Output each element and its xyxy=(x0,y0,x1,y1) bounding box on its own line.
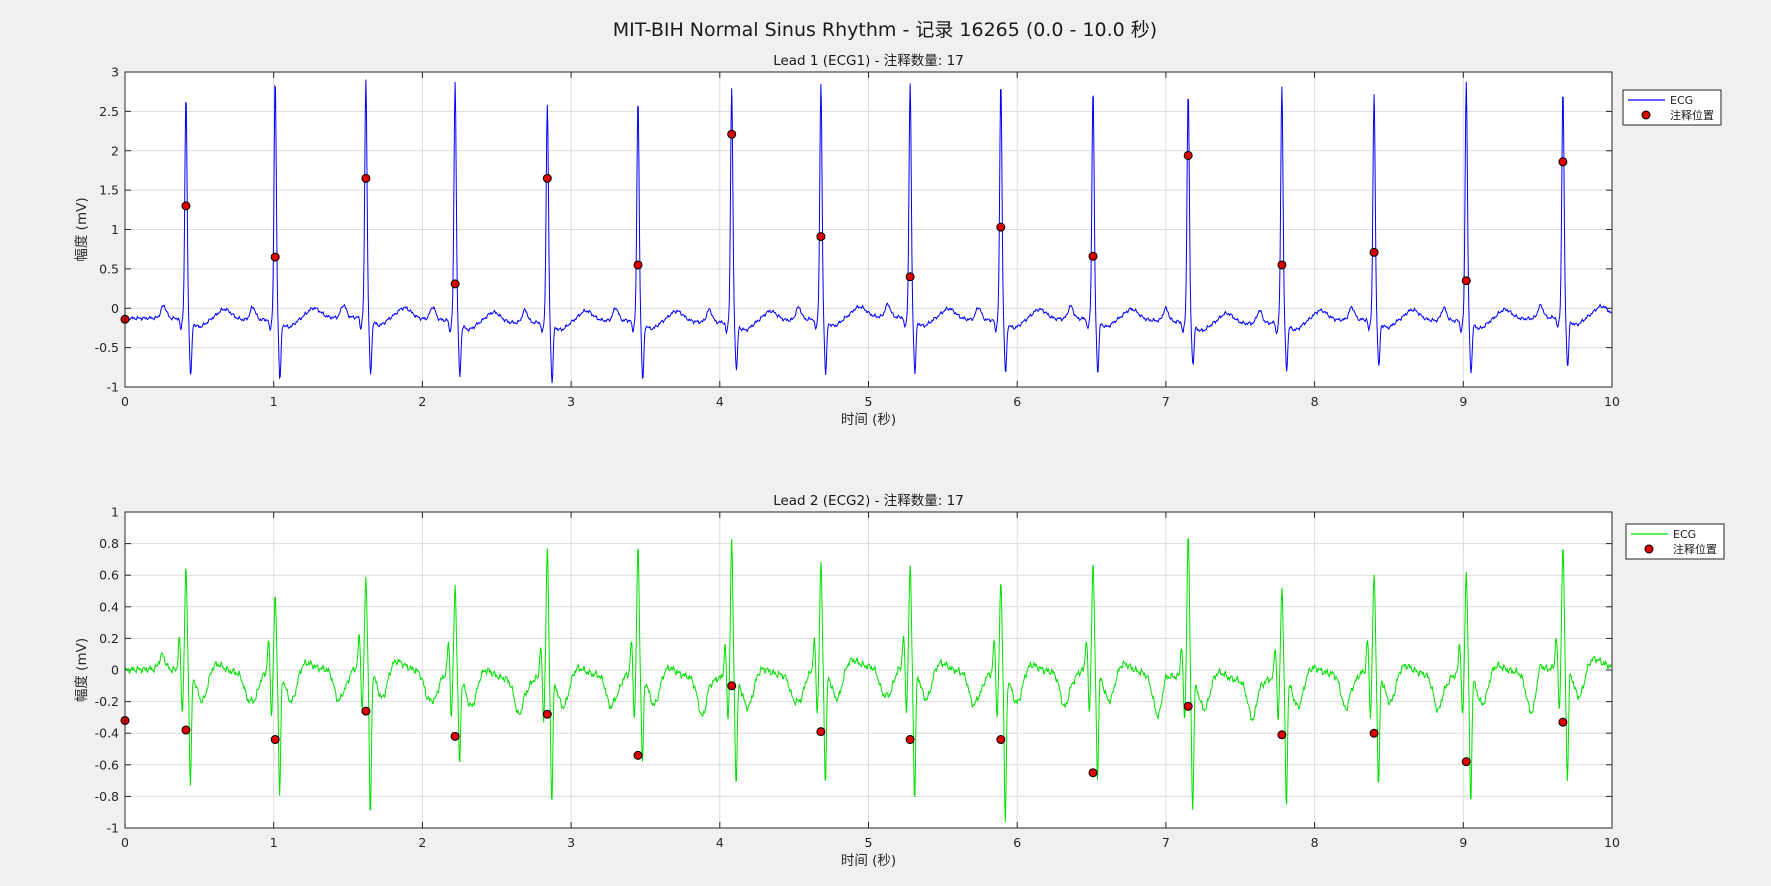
x-tick-label: 7 xyxy=(1162,835,1170,850)
x-tick-label: 3 xyxy=(567,394,575,409)
annotation-marker xyxy=(1277,730,1287,740)
annotation-marker xyxy=(905,735,915,745)
annotation-marker xyxy=(450,279,460,289)
legend-box xyxy=(1625,523,1725,560)
x-tick-label: 9 xyxy=(1459,394,1467,409)
annotation-marker xyxy=(542,709,552,719)
annotation-marker xyxy=(633,260,643,270)
annotation-marker xyxy=(1183,150,1193,160)
ecg-series-line xyxy=(124,79,1613,384)
panel-title: Lead 1 (ECG1) - 注释数量: 17 xyxy=(773,53,964,69)
annotation-marker xyxy=(1558,717,1568,727)
annotation-marker xyxy=(1461,276,1471,286)
x-tick-label: 10 xyxy=(1604,835,1620,850)
annotation-marker xyxy=(1183,701,1193,711)
legend-box xyxy=(1622,89,1722,126)
annotation-marker xyxy=(996,222,1006,232)
y-tick-label: -0.8 xyxy=(95,789,119,804)
x-tick-label: 4 xyxy=(716,835,724,850)
y-tick-label: 0.8 xyxy=(99,536,119,551)
x-tick-label: 6 xyxy=(1013,394,1021,409)
y-tick-label: 0.6 xyxy=(99,568,119,583)
annotation-marker xyxy=(450,731,460,741)
annotation-marker xyxy=(542,173,552,183)
y-tick-label: 0.2 xyxy=(99,631,119,646)
annotation-marker xyxy=(816,727,826,737)
annotation-marker xyxy=(1461,757,1471,767)
y-axis-label: 幅度 (mV) xyxy=(74,197,90,261)
x-tick-label: 9 xyxy=(1459,835,1467,850)
x-tick-label: 8 xyxy=(1311,394,1319,409)
x-tick-label: 5 xyxy=(865,835,873,850)
legend-entry-annotation: 注释位置 xyxy=(1670,108,1714,122)
chart-panel-1: 0 1 2 3 4 5 6 7 8 9 10 -1 -0.5 0 0.5 1 1.5 2 2.5 3 Lead 1 (E… xyxy=(74,53,1722,428)
annotation-marker xyxy=(361,706,371,716)
axes-box xyxy=(124,511,1613,829)
y-tick-label: 3 xyxy=(111,65,119,80)
y-tick-label: -1 xyxy=(107,821,119,836)
annotation-marker xyxy=(905,272,915,282)
x-tick-label: 0 xyxy=(121,394,129,409)
x-axis-label: 时间 (秒) xyxy=(841,853,896,869)
x-tick-label: 2 xyxy=(418,835,426,850)
legend-entry-annotation: 注释位置 xyxy=(1673,542,1717,556)
annotation-marker xyxy=(270,735,280,745)
legend-marker-swatch xyxy=(1644,544,1654,554)
y-axis-label: 幅度 (mV) xyxy=(74,638,90,702)
annotation-marker xyxy=(1088,251,1098,261)
figure-title: MIT-BIH Normal Sinus Rhythm - 记录 16265 (… xyxy=(613,19,1157,41)
y-tick-label: -1 xyxy=(107,380,119,395)
annotation-marker xyxy=(1277,260,1287,270)
chart-panel-2: 0 1 2 3 4 5 6 7 8 9 10 -1 -0.8 -0.6 -0.4 -0.2 0 0.2 0.4 0.6… xyxy=(74,493,1725,869)
y-tick-label: -0.5 xyxy=(95,340,119,355)
y-tick-label: 2.5 xyxy=(99,104,119,119)
y-tick-label: 2 xyxy=(111,143,119,158)
annotation-marker xyxy=(181,725,191,735)
legend-entry-ecg: ECG xyxy=(1670,94,1693,107)
annotation-marker xyxy=(1369,728,1379,738)
y-tick-label: -0.4 xyxy=(95,726,119,741)
annotation-marker xyxy=(633,750,643,760)
annotation-marker xyxy=(1558,157,1568,167)
x-tick-label: 5 xyxy=(865,394,873,409)
x-tick-label: 1 xyxy=(270,835,278,850)
annotation-marker xyxy=(996,735,1006,745)
axes-box xyxy=(124,71,1613,388)
y-tick-label: 0 xyxy=(111,301,119,316)
legend-marker-swatch xyxy=(1641,110,1651,120)
annotation-marker xyxy=(816,232,826,242)
y-tick-label: 0.5 xyxy=(99,261,119,276)
annotation-marker xyxy=(181,201,191,211)
annotation-marker xyxy=(1088,768,1098,778)
annotation-marker xyxy=(270,252,280,262)
x-tick-label: 10 xyxy=(1604,394,1620,409)
annotation-marker xyxy=(361,173,371,183)
y-tick-label: 1 xyxy=(111,222,119,237)
x-axis-label: 时间 (秒) xyxy=(841,412,896,428)
x-tick-label: 7 xyxy=(1162,394,1170,409)
panel-title: Lead 2 (ECG2) - 注释数量: 17 xyxy=(773,493,964,509)
x-tick-label: 8 xyxy=(1311,835,1319,850)
x-tick-label: 2 xyxy=(418,394,426,409)
y-tick-label: 1 xyxy=(111,505,119,520)
annotation-marker xyxy=(727,129,737,139)
x-tick-label: 1 xyxy=(270,394,278,409)
annotation-marker xyxy=(1369,247,1379,257)
y-tick-label: 1.5 xyxy=(99,183,119,198)
ecg-series-line xyxy=(124,538,1613,823)
annotation-marker xyxy=(727,681,737,691)
x-tick-label: 6 xyxy=(1013,835,1021,850)
y-tick-label: -0.2 xyxy=(95,694,119,709)
y-tick-label: 0 xyxy=(111,663,119,678)
x-tick-label: 3 xyxy=(567,835,575,850)
y-tick-label: -0.6 xyxy=(95,757,119,772)
x-tick-label: 4 xyxy=(716,394,724,409)
y-tick-label: 0.4 xyxy=(99,599,119,614)
legend-entry-ecg: ECG xyxy=(1673,528,1696,541)
x-tick-label: 0 xyxy=(121,835,129,850)
